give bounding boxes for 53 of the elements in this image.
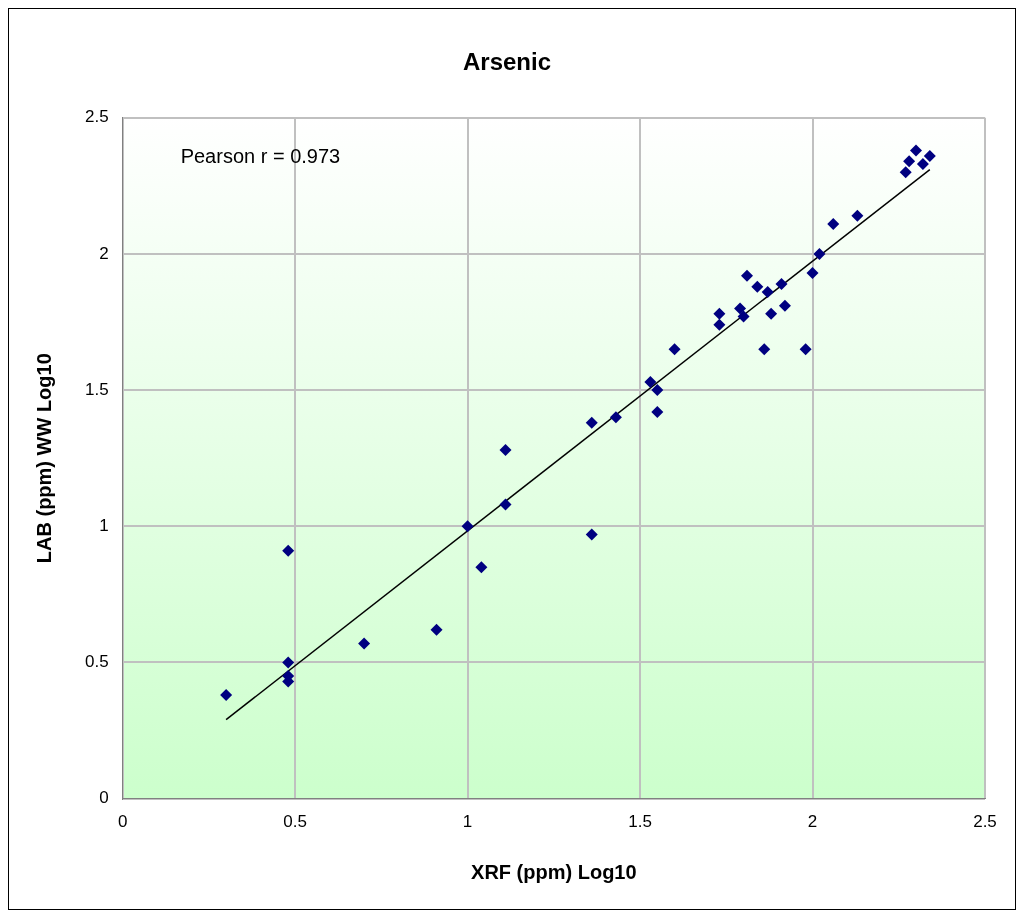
point (651, 405, 664, 418)
point (737, 310, 750, 323)
point (585, 528, 598, 541)
point (358, 637, 371, 650)
point (740, 269, 753, 282)
point (903, 155, 916, 168)
point (851, 209, 864, 222)
y-axis-title: LAB (ppm) WW Log10 (32, 353, 55, 564)
point (475, 561, 488, 574)
point (899, 166, 912, 179)
point (282, 544, 295, 557)
y-tick-label: 1.5 (84, 379, 109, 399)
x-axis-title: XRF (ppm) Log10 (471, 860, 637, 883)
point (923, 149, 936, 162)
point (734, 302, 747, 315)
point (765, 307, 778, 320)
point (778, 299, 791, 312)
chart-title: Arsenic (462, 48, 552, 76)
point (751, 280, 764, 293)
point (813, 247, 826, 260)
y-tick-label: 0.5 (84, 652, 109, 672)
x-tick-label: 0 (117, 812, 128, 832)
point (713, 318, 726, 331)
point (668, 343, 681, 356)
y-tick-label: 2.5 (84, 107, 109, 127)
point (827, 218, 840, 231)
x-tick-label: 2.5 (973, 812, 997, 832)
point (775, 277, 788, 290)
x-tick-label: 1.5 (628, 812, 652, 832)
x-tick-label: 1 (462, 812, 473, 832)
point (499, 498, 512, 511)
point (799, 343, 812, 356)
point (806, 267, 819, 280)
y-tick-label: 1 (99, 515, 109, 535)
point (430, 623, 443, 636)
point (499, 444, 512, 457)
annotation: Pearson r = 0.973 (180, 145, 341, 168)
point (461, 520, 474, 533)
point (651, 384, 664, 397)
point (758, 343, 771, 356)
point (282, 656, 295, 669)
point (220, 689, 233, 702)
point (644, 375, 657, 388)
point (761, 286, 774, 299)
y-tick-label: 2 (99, 243, 109, 263)
point (910, 144, 923, 157)
point (585, 416, 598, 429)
x-tick-label: 2 (807, 812, 818, 832)
x-tick-label: 0.5 (283, 812, 307, 832)
point (916, 158, 929, 171)
y-tick-label: 0 (99, 788, 109, 808)
point (713, 307, 726, 320)
point (609, 411, 622, 424)
